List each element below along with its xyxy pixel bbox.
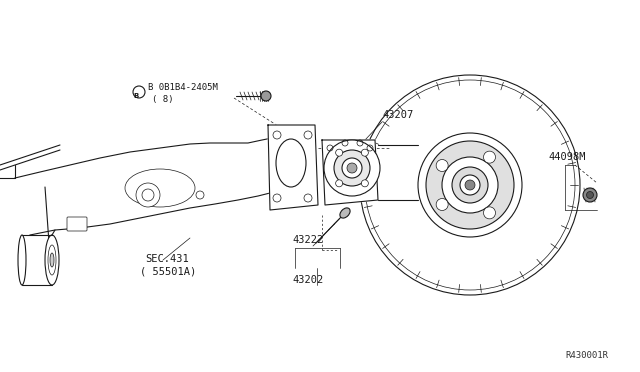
Text: B 0B1B4-2405M: B 0B1B4-2405M (148, 83, 218, 92)
Circle shape (273, 131, 281, 139)
Ellipse shape (276, 139, 306, 187)
Text: 43202: 43202 (292, 275, 323, 285)
Circle shape (335, 149, 342, 156)
Circle shape (483, 207, 495, 219)
Circle shape (418, 133, 522, 237)
Circle shape (342, 158, 362, 178)
Circle shape (460, 175, 480, 195)
Ellipse shape (340, 208, 350, 218)
Circle shape (483, 151, 495, 163)
Ellipse shape (45, 235, 59, 285)
Circle shape (324, 140, 380, 196)
Circle shape (360, 75, 580, 295)
Ellipse shape (261, 91, 271, 101)
Text: B: B (134, 93, 139, 99)
Circle shape (426, 141, 514, 229)
Text: 44098M: 44098M (548, 152, 586, 162)
Circle shape (436, 199, 448, 211)
Circle shape (334, 150, 370, 186)
Circle shape (335, 180, 342, 187)
Circle shape (347, 163, 357, 173)
Polygon shape (322, 140, 378, 205)
Text: ( 8): ( 8) (152, 95, 173, 104)
Circle shape (362, 149, 369, 156)
Ellipse shape (586, 192, 593, 199)
Polygon shape (268, 125, 318, 210)
Circle shape (436, 160, 448, 171)
Circle shape (442, 157, 498, 213)
Ellipse shape (18, 235, 26, 285)
Text: 43207: 43207 (382, 110, 413, 120)
Circle shape (465, 180, 475, 190)
Circle shape (136, 183, 160, 207)
Text: ( 55501A): ( 55501A) (140, 266, 196, 276)
Text: 43222: 43222 (292, 235, 323, 245)
Circle shape (273, 194, 281, 202)
Circle shape (304, 194, 312, 202)
Ellipse shape (50, 253, 54, 267)
Circle shape (133, 86, 145, 98)
Text: R430001R: R430001R (565, 351, 608, 360)
Circle shape (452, 167, 488, 203)
Text: SEC.431: SEC.431 (145, 254, 189, 264)
FancyBboxPatch shape (67, 217, 87, 231)
Ellipse shape (583, 188, 597, 202)
Ellipse shape (125, 169, 195, 207)
Circle shape (304, 131, 312, 139)
Circle shape (362, 180, 369, 187)
